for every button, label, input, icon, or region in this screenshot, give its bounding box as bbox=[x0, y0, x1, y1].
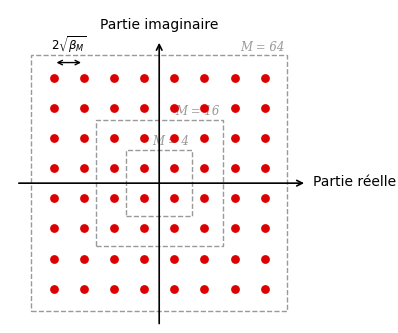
Point bbox=[261, 226, 268, 231]
Point bbox=[51, 105, 57, 111]
Point bbox=[201, 226, 208, 231]
Point bbox=[231, 105, 238, 111]
Point bbox=[81, 166, 87, 171]
Point bbox=[51, 256, 57, 261]
Bar bbox=[31, 55, 287, 311]
Point bbox=[51, 226, 57, 231]
Point bbox=[81, 135, 87, 141]
Point bbox=[111, 75, 117, 80]
Point bbox=[171, 226, 178, 231]
Point bbox=[111, 135, 117, 141]
Point bbox=[231, 226, 238, 231]
Point bbox=[231, 256, 238, 261]
Point bbox=[141, 135, 147, 141]
Point bbox=[81, 256, 87, 261]
Point bbox=[231, 135, 238, 141]
Point bbox=[141, 256, 147, 261]
Point bbox=[171, 166, 178, 171]
Point bbox=[51, 75, 57, 80]
Point bbox=[51, 286, 57, 291]
Point bbox=[141, 195, 147, 201]
Point bbox=[171, 75, 178, 80]
Point bbox=[201, 286, 208, 291]
Text: M = 16: M = 16 bbox=[175, 105, 219, 118]
Point bbox=[261, 105, 268, 111]
Point bbox=[141, 286, 147, 291]
Bar bbox=[126, 150, 192, 216]
Point bbox=[201, 75, 208, 80]
Point bbox=[201, 195, 208, 201]
Point bbox=[111, 105, 117, 111]
Point bbox=[51, 166, 57, 171]
Point bbox=[111, 286, 117, 291]
Point bbox=[201, 135, 208, 141]
Text: M = 64: M = 64 bbox=[240, 41, 284, 54]
Point bbox=[81, 75, 87, 80]
Point bbox=[81, 286, 87, 291]
Point bbox=[111, 226, 117, 231]
Point bbox=[141, 226, 147, 231]
Point bbox=[261, 166, 268, 171]
Point bbox=[111, 195, 117, 201]
Point bbox=[171, 105, 178, 111]
Point bbox=[201, 166, 208, 171]
Point bbox=[51, 195, 57, 201]
Point bbox=[231, 286, 238, 291]
Bar bbox=[96, 120, 222, 246]
Point bbox=[231, 166, 238, 171]
Point bbox=[141, 166, 147, 171]
Point bbox=[111, 166, 117, 171]
Point bbox=[171, 256, 178, 261]
Point bbox=[141, 105, 147, 111]
Point bbox=[201, 105, 208, 111]
Point bbox=[81, 195, 87, 201]
Point bbox=[201, 256, 208, 261]
Point bbox=[261, 256, 268, 261]
Text: M = 4: M = 4 bbox=[152, 136, 189, 149]
Point bbox=[261, 286, 268, 291]
Point bbox=[231, 195, 238, 201]
Point bbox=[141, 75, 147, 80]
Point bbox=[231, 75, 238, 80]
Point bbox=[51, 135, 57, 141]
Text: Partie imaginaire: Partie imaginaire bbox=[100, 18, 219, 32]
Point bbox=[171, 286, 178, 291]
Point bbox=[111, 256, 117, 261]
Point bbox=[81, 226, 87, 231]
Point bbox=[171, 195, 178, 201]
Point bbox=[171, 135, 178, 141]
Point bbox=[261, 75, 268, 80]
Text: $2\sqrt{\beta_M}$: $2\sqrt{\beta_M}$ bbox=[51, 34, 87, 55]
Point bbox=[261, 135, 268, 141]
Text: Partie réelle: Partie réelle bbox=[313, 175, 396, 189]
Point bbox=[81, 105, 87, 111]
Point bbox=[261, 195, 268, 201]
